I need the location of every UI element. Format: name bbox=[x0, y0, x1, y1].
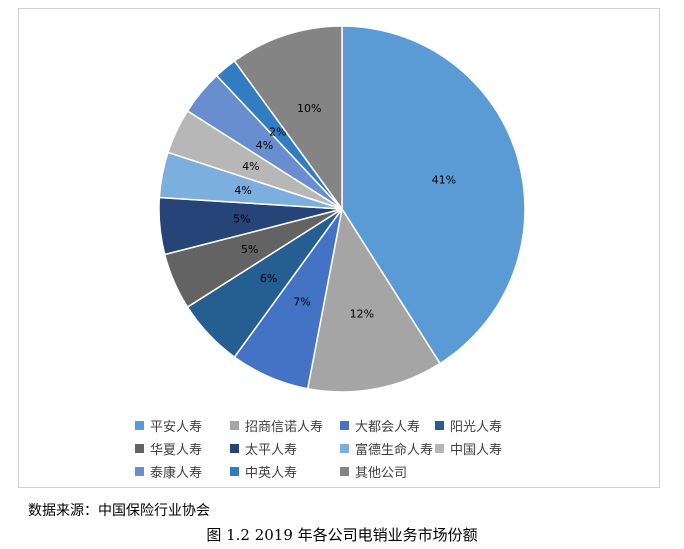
legend-item-huaxia: 华夏人寿 bbox=[135, 439, 230, 458]
figure-caption: 图 1.2 2019 年各公司电销业务市场份额 bbox=[206, 526, 478, 544]
legend-label: 太平人寿 bbox=[245, 443, 298, 458]
legend-row: 平安人寿 招商信诺人寿 大都会人寿 阳光人寿 bbox=[135, 414, 555, 437]
legend-swatch bbox=[135, 467, 144, 476]
legend-swatch bbox=[230, 467, 239, 476]
legend-swatch bbox=[135, 444, 144, 453]
legend-label: 中国人寿 bbox=[450, 443, 503, 458]
legend-item-fude-shengming: 富德生命人寿 bbox=[340, 439, 435, 458]
data-label-fude-shengming: 4% bbox=[234, 184, 251, 197]
data-label-dadu-hui: 7% bbox=[293, 295, 310, 308]
pie-slice-zhaoshang-xinnuo bbox=[306, 206, 442, 393]
pie-chart: 41%12%7%6%5%5%4%4%4%2%10% bbox=[158, 25, 526, 393]
legend-item-zhongying: 中英人寿 bbox=[230, 462, 340, 481]
chart-frame: 41% 12% 7% 6% 5% 5% 4% 4% 4% 2% 10% 平安人寿 招商信诺人寿 大都会人… bbox=[18, 8, 660, 488]
legend-swatch bbox=[340, 444, 349, 453]
legend-item-zhaoshang-xinnuo: 招商信诺人寿 bbox=[230, 416, 340, 435]
legend-swatch bbox=[340, 467, 349, 476]
legend-row: 华夏人寿 太平人寿 富德生命人寿 中国人寿 bbox=[135, 437, 555, 460]
legend-swatch bbox=[230, 444, 239, 453]
legend-swatch bbox=[230, 421, 239, 430]
legend-item-qita: 其他公司 bbox=[340, 462, 435, 481]
legend-label: 招商信诺人寿 bbox=[245, 420, 324, 435]
legend: 平安人寿 招商信诺人寿 大都会人寿 阳光人寿华夏人寿 太平人寿 富德生命人寿 中国人寿泰康人… bbox=[135, 414, 555, 483]
legend-swatch bbox=[340, 421, 349, 430]
legend-label: 富德生命人寿 bbox=[355, 443, 434, 458]
pie-slice-pingan bbox=[341, 25, 526, 365]
legend-label: 平安人寿 bbox=[150, 420, 203, 435]
pie-slice-qita bbox=[233, 25, 343, 212]
legend-item-taiping: 太平人寿 bbox=[230, 439, 340, 458]
legend-item-zhongguo: 中国人寿 bbox=[435, 439, 525, 458]
source-note: 数据来源：中国保险行业协会 bbox=[28, 503, 210, 519]
data-label-pingan: 41% bbox=[432, 173, 456, 186]
legend-swatch bbox=[435, 444, 444, 453]
legend-label: 中英人寿 bbox=[245, 466, 298, 481]
legend-swatch bbox=[135, 421, 144, 430]
legend-label: 大都会人寿 bbox=[355, 420, 421, 435]
data-label-yangguang: 6% bbox=[260, 272, 277, 285]
legend-label: 华夏人寿 bbox=[150, 443, 203, 458]
legend-row: 泰康人寿 中英人寿 其他公司 bbox=[135, 460, 555, 483]
legend-label: 其他公司 bbox=[355, 466, 408, 481]
legend-item-pingan: 平安人寿 bbox=[135, 416, 230, 435]
legend-item-yangguang: 阳光人寿 bbox=[435, 416, 525, 435]
data-label-taiping: 5% bbox=[233, 212, 250, 225]
legend-item-dadu-hui: 大都会人寿 bbox=[340, 416, 435, 435]
data-label-taikang: 4% bbox=[256, 139, 273, 152]
legend-label: 阳光人寿 bbox=[450, 420, 503, 435]
data-label-zhongying: 2% bbox=[269, 125, 286, 138]
legend-swatch bbox=[435, 421, 444, 430]
data-label-qita: 10% bbox=[297, 102, 321, 115]
legend-label: 泰康人寿 bbox=[150, 466, 203, 481]
data-label-huaxia: 5% bbox=[241, 243, 258, 256]
data-label-zhaoshang-xinnuo: 12% bbox=[350, 307, 374, 320]
data-label-zhongguo: 4% bbox=[242, 160, 259, 173]
legend-item-taikang: 泰康人寿 bbox=[135, 462, 230, 481]
